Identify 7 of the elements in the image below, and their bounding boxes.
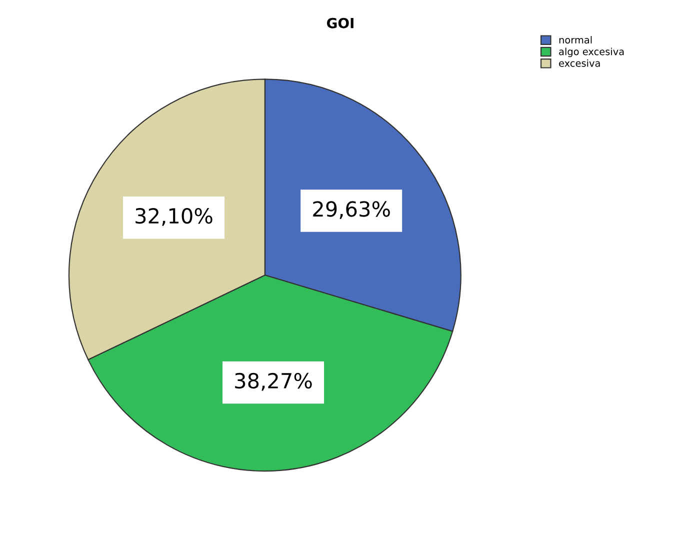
data-label: 32,10%: [136, 208, 212, 226]
data-label: 29,63%: [313, 201, 390, 219]
data-label: 38,27%: [235, 372, 312, 391]
legend-label: algo excesiva: [559, 48, 624, 58]
chart-title: GOI: [327, 18, 354, 28]
legend-label: normal: [559, 36, 592, 44]
legend-label: excesiva: [559, 59, 600, 67]
